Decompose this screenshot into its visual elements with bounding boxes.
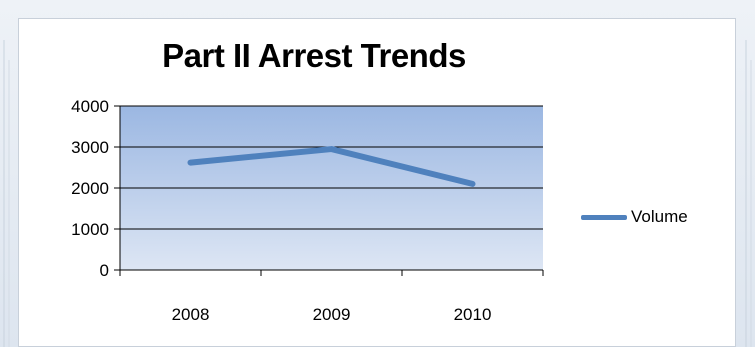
chart-frame: Part II Arrest Trends 0 1000 2000 3000 4000 … xyxy=(18,18,736,347)
series-group xyxy=(187,146,476,187)
y-tick-label-3000: 3000 xyxy=(71,138,109,157)
y-tick-label-4000: 4000 xyxy=(71,97,109,116)
x-axis-ticks: 2008 2009 2010 xyxy=(119,270,544,324)
x-tick-label-2010: 2010 xyxy=(454,305,492,324)
legend-label-volume: Volume xyxy=(631,207,688,226)
chart-title: Part II Arrest Trends xyxy=(162,37,466,74)
line-chart: 0 1000 2000 3000 4000 2008 2009 2010 xyxy=(71,97,544,324)
y-tick-label-2000: 2000 xyxy=(71,179,109,198)
legend-swatch-volume xyxy=(581,214,627,220)
x-tick-label-2008: 2008 xyxy=(172,305,210,324)
legend: Volume xyxy=(581,207,688,227)
y-axis-ticks: 0 1000 2000 3000 4000 xyxy=(71,97,120,280)
y-tick-label-0: 0 xyxy=(100,261,109,280)
y-tick-label-1000: 1000 xyxy=(71,220,109,239)
x-tick-label-2009: 2009 xyxy=(313,305,351,324)
